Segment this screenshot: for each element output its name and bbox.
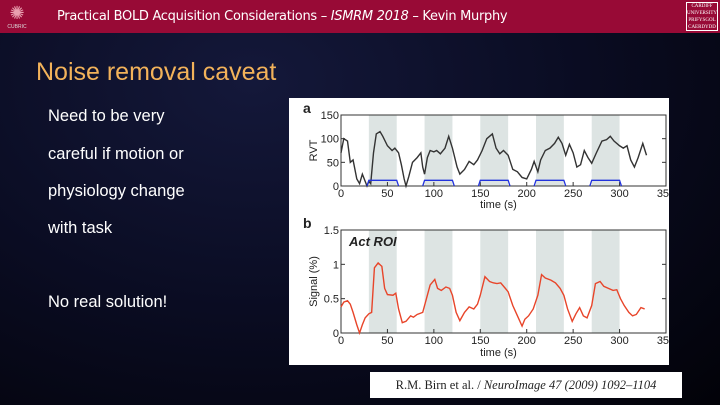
x-tick-label: 350 [657,188,669,200]
x-axis-label: time (s) [480,199,517,211]
header-title-author: – Kevin Murphy [408,9,508,24]
x-tick-label: 200 [518,188,536,200]
x-tick-label: 150 [471,188,489,200]
y-tick-label: 0 [333,181,339,193]
header-bar: ✺ CUBRIC Practical BOLD Acquisition Consi… [0,0,720,33]
x-tick-label: 100 [425,335,443,347]
x-tick-label: 300 [610,335,628,347]
panel-annotation: Act ROI [348,234,397,249]
cardiff-logo: CARDIFF UNIVERSITY PRIFYSGOL CAERDYDD [686,2,718,31]
task-regressor-line [422,179,455,187]
task-block-shade [424,230,453,333]
y-tick-label: 150 [321,110,339,122]
figure: 050100150200250300350050100150time (s)RV… [289,98,669,365]
bullet-line: physiology change [48,182,185,200]
y-tick-label: 1 [333,259,339,271]
task-regressor-line [477,179,511,187]
x-tick-label: 250 [564,335,582,347]
task-block-shade [480,230,509,333]
x-tick-label: 0 [338,335,344,347]
cubric-logo-text: CUBRIC [7,24,27,30]
series-line-rvt [340,130,648,189]
cubric-logo: ✺ CUBRIC [4,2,30,31]
x-tick-label: 300 [610,188,628,200]
task-block-shade [591,115,620,186]
x-tick-label: 250 [564,188,582,200]
figure-chart: 050100150200250300350050100150time (s)RV… [303,100,669,359]
x-tick-label: 0 [338,188,344,200]
x-tick-label: 350 [657,335,669,347]
task-block-shade [424,115,453,186]
header-title-main: Practical BOLD Acquisition Consideration… [57,9,331,24]
series-line-act-roi [340,261,645,336]
bullet-line: with task [48,219,113,237]
bullet-line: No real solution! [48,293,168,311]
x-tick-label: 150 [471,335,489,347]
y-tick-label: 100 [321,134,339,146]
x-axis-label: time (s) [480,347,517,359]
panel-label: a [303,100,311,116]
plot-frame [340,229,667,334]
header-title: Practical BOLD Acquisition Consideration… [57,9,508,24]
task-regressor-line [533,179,567,187]
y-axis-label: RVT [308,139,320,161]
y-tick-label: 50 [327,157,339,169]
task-regressor-line [366,179,400,187]
x-tick-label: 100 [425,188,443,200]
citation-journal: NeuroImage 47 (2009) 1092–1104 [483,378,657,392]
x-tick-label: 50 [381,188,393,200]
bullet-line: Need to be very [48,107,165,125]
y-axis-label: Signal (%) [308,256,320,307]
x-tick-label: 50 [381,335,393,347]
y-tick-label: 1.5 [324,225,339,237]
slide-title: Noise removal caveat [36,58,277,86]
panel-label: b [303,215,312,231]
citation: R.M. Birn et al. / NeuroImage 47 (2009) … [370,372,682,398]
header-title-conf: ISMRM 2018 [330,9,409,24]
y-tick-label: 0 [333,328,339,340]
x-tick-label: 200 [518,335,536,347]
task-block-shade [536,115,564,186]
bullet-line: careful if motion or [48,145,184,163]
task-block-shade [591,230,620,333]
citation-authors: R.M. Birn et al. / [395,378,484,392]
task-regressor-line [589,179,623,187]
y-tick-label: 0.5 [324,294,339,306]
